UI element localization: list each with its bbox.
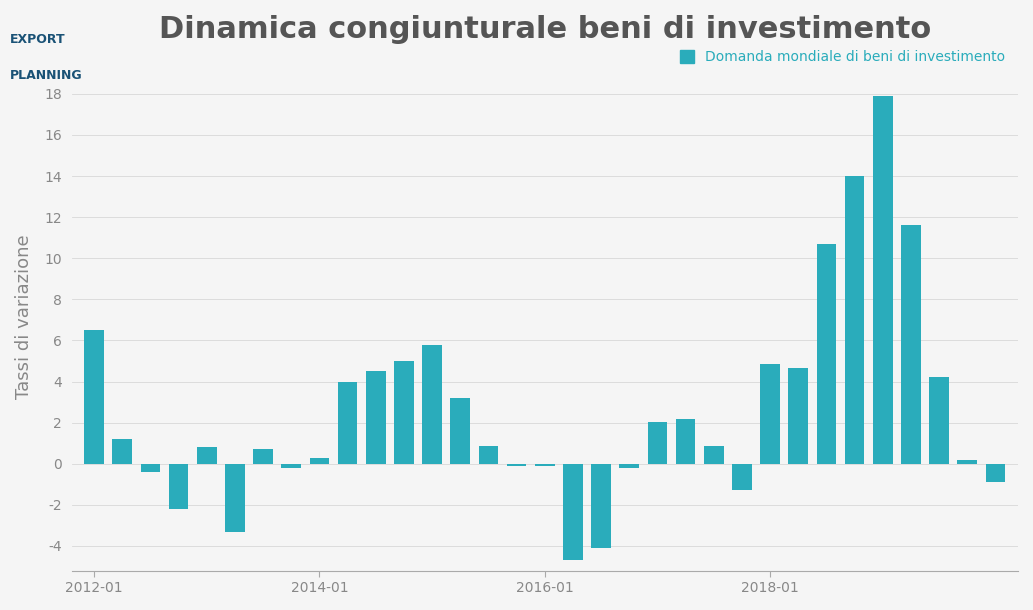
Bar — [591, 464, 611, 548]
Text: PLANNING: PLANNING — [10, 70, 83, 82]
Bar — [197, 447, 217, 464]
Text: EXPORT: EXPORT — [10, 33, 66, 46]
Bar — [85, 330, 104, 464]
Bar — [732, 464, 752, 490]
Bar — [985, 464, 1005, 483]
Bar — [817, 244, 837, 464]
Bar — [788, 368, 808, 464]
Bar — [703, 447, 724, 464]
Bar — [873, 96, 893, 464]
Bar — [422, 345, 442, 464]
Bar — [563, 464, 583, 561]
Bar — [958, 459, 977, 464]
Bar — [535, 464, 555, 466]
Bar — [930, 378, 949, 464]
Bar — [478, 447, 498, 464]
Bar — [168, 464, 188, 509]
Bar — [845, 176, 865, 464]
Title: Dinamica congiunturale beni di investimento: Dinamica congiunturale beni di investime… — [159, 15, 931, 44]
Bar — [253, 450, 273, 464]
Bar — [113, 439, 132, 464]
Bar — [338, 381, 357, 464]
Bar — [310, 458, 330, 464]
Bar — [648, 422, 667, 464]
Bar — [901, 225, 920, 464]
Bar — [366, 371, 385, 464]
Bar — [676, 418, 695, 464]
Bar — [281, 464, 302, 468]
Y-axis label: Tassi di variazione: Tassi di variazione — [15, 234, 33, 399]
Bar — [507, 464, 527, 466]
Legend: Domanda mondiale di beni di investimento: Domanda mondiale di beni di investimento — [675, 45, 1011, 70]
Bar — [760, 364, 780, 464]
Bar — [450, 398, 470, 464]
Bar — [395, 361, 414, 464]
Bar — [225, 464, 245, 531]
Bar — [620, 464, 639, 468]
Bar — [140, 464, 160, 472]
